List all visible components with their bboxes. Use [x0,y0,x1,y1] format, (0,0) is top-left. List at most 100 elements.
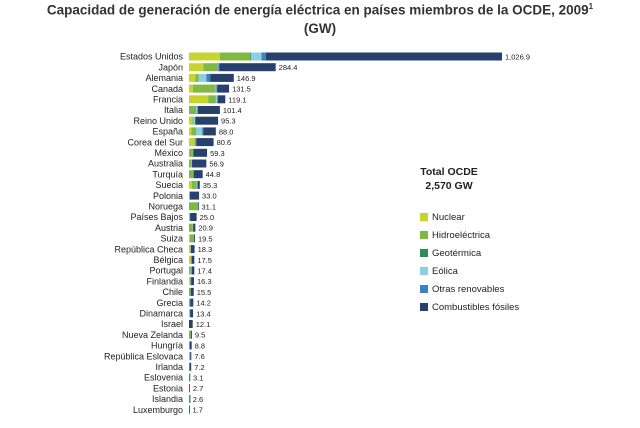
value-label-estonia: 2.7 [193,384,203,393]
bar-segment-nuclear-republica-checa [189,245,191,254]
category-label-irlanda: Irlanda [155,362,183,372]
category-label-estados-unidos: Estados Unidos [120,52,184,62]
bar-segment-eolica-canada [215,84,217,93]
chart-unit: (GW) [303,21,337,36]
bar-segment-comb-suiza [194,234,195,243]
bar-segment-comb-finlandia [191,277,194,286]
legend-swatch-nuclear [420,213,428,221]
bar-segment-eolica-alemania [198,73,207,82]
category-label-mexico: México [154,148,183,158]
legend-swatch-comb [420,303,428,311]
category-label-australia: Australia [148,159,183,169]
legend-item-comb: Combustibles fósiles [420,298,519,316]
bar-segment-comb-polonia [190,191,200,200]
bar-segment-otras-francia [217,95,218,104]
category-label-noruega: Noruega [148,202,183,212]
bar-segment-hidro-espana [191,127,197,136]
category-label-eslovenia: Eslovenia [144,373,183,383]
value-label-reino-unido: 95.3 [221,117,236,126]
bar-segment-comb-republica-checa [191,245,195,254]
value-label-australia: 56.9 [209,160,224,169]
bar-segment-comb-austria [193,223,196,232]
bar-segment-hidro-republica-eslovaca [189,352,191,361]
value-label-italia: 101.4 [223,106,242,115]
bar-segment-nuclear-suiza [189,234,190,243]
value-label-suecia: 35.3 [203,181,218,190]
category-label-japon: Japón [158,62,183,72]
bar-segment-hidro-suiza [189,234,195,243]
bar-segment-nuclear-belgica [189,255,191,264]
value-label-irlanda: 7.2 [194,363,204,372]
bar-segment-comb-dinamarca [190,309,194,318]
value-label-chile: 15.5 [197,288,212,297]
legend-item-otras: Otras renovables [420,280,519,298]
category-label-suecia: Suecia [155,180,183,190]
bar-segment-otras-paises-bajos [189,213,191,221]
legend-label-nuclear: Nuclear [432,211,465,223]
bar-segment-comb-grecia [190,298,194,307]
category-label-portugal: Portugal [149,266,183,276]
value-label-israel: 12.1 [196,320,211,329]
category-label-israel: Israel [161,319,183,329]
bar-segment-hidro-austria [189,223,193,232]
category-label-suiza: Suiza [160,234,183,244]
legend-item-eolica: Eólica [420,262,519,280]
bar-segment-eolica-reino-unido [193,116,195,125]
bar-segment-comb-belgica [191,255,195,264]
value-label-japon: 284.4 [279,63,298,72]
bar-segment-otras-estados-unidos [261,52,266,61]
bar-segment-hidro-eslovenia [189,373,190,382]
bar-segment-otras-reino-unido [194,116,196,125]
value-label-nueva-zelanda: 9.5 [195,331,205,340]
total-annotation: Total OCDE 2,570 GW [404,165,494,193]
bar-segment-hidro-reino-unido [192,116,194,125]
legend-swatch-otras [420,285,428,293]
legend-swatch-eolica [420,267,428,275]
category-label-islandia: Islandia [152,394,183,404]
bar-segment-otras-italia [197,106,199,114]
legend-swatch-geo [420,249,428,257]
value-label-portugal: 17.4 [197,267,212,276]
category-label-reino-unido: Reino Unido [133,116,183,126]
value-label-republica-checa: 18.3 [198,245,213,254]
category-label-chile: Chile [162,287,183,297]
bar-segment-comb-suecia [197,180,200,189]
bar-segment-hidro-estados-unidos [219,52,250,61]
value-label-mexico: 59.3 [210,149,225,158]
value-label-paises-bajos: 25.0 [200,213,215,222]
bar-segment-otras-suecia [197,180,198,189]
bar-segment-nuclear-espana [189,127,192,136]
category-label-corea-del-sur: Corea del Sur [127,137,183,147]
bar-segment-otras-australia [191,159,193,168]
bar-segment-hidro-nueva-zelanda [189,330,191,339]
category-label-italia: Italia [164,105,183,115]
bar-segment-eolica-austria [192,223,194,232]
legend-item-hidro: Hidroeléctrica [420,226,519,244]
bar-segment-otras-japon [218,63,220,72]
bar-segment-comb-israel [189,320,193,328]
bar-segment-hidro-noruega [189,202,198,211]
bar-segment-eolica-australia [191,159,192,168]
bar-segment-hidro-republica-checa [190,245,191,254]
value-label-eslovenia: 3.1 [193,374,203,383]
value-label-grecia: 14.2 [196,299,211,308]
bar-segment-nuclear-finlandia [189,277,190,286]
bar-segment-comb-estonia [189,384,190,393]
bar-segment-nuclear-republica-eslovaca [189,352,190,361]
bar-segment-hidro-suecia [191,180,197,189]
bar-segment-eolica-grecia [189,298,191,307]
category-label-nueva-zelanda: Nueva Zelanda [122,330,183,340]
bar-segment-comb-eslovenia [189,373,191,382]
bar-segment-comb-luxemburgo [189,405,190,414]
value-label-canada: 131.5 [232,85,251,94]
legend-label-geo: Geotérmica [432,247,482,259]
legend: Nuclear Hidroeléctrica Geotérmica Eólica Otr… [420,208,519,316]
bar-segment-hidro-francia [208,95,216,104]
bar-segment-comb-turquia [193,170,203,179]
bar-segment-nuclear-corea-del-sur [189,138,195,147]
value-label-polonia: 33.0 [202,192,217,201]
value-label-suiza: 19.5 [198,234,213,243]
category-label-alemania: Alemania [145,73,183,83]
bar-segment-hidro-corea-del-sur [194,138,197,147]
